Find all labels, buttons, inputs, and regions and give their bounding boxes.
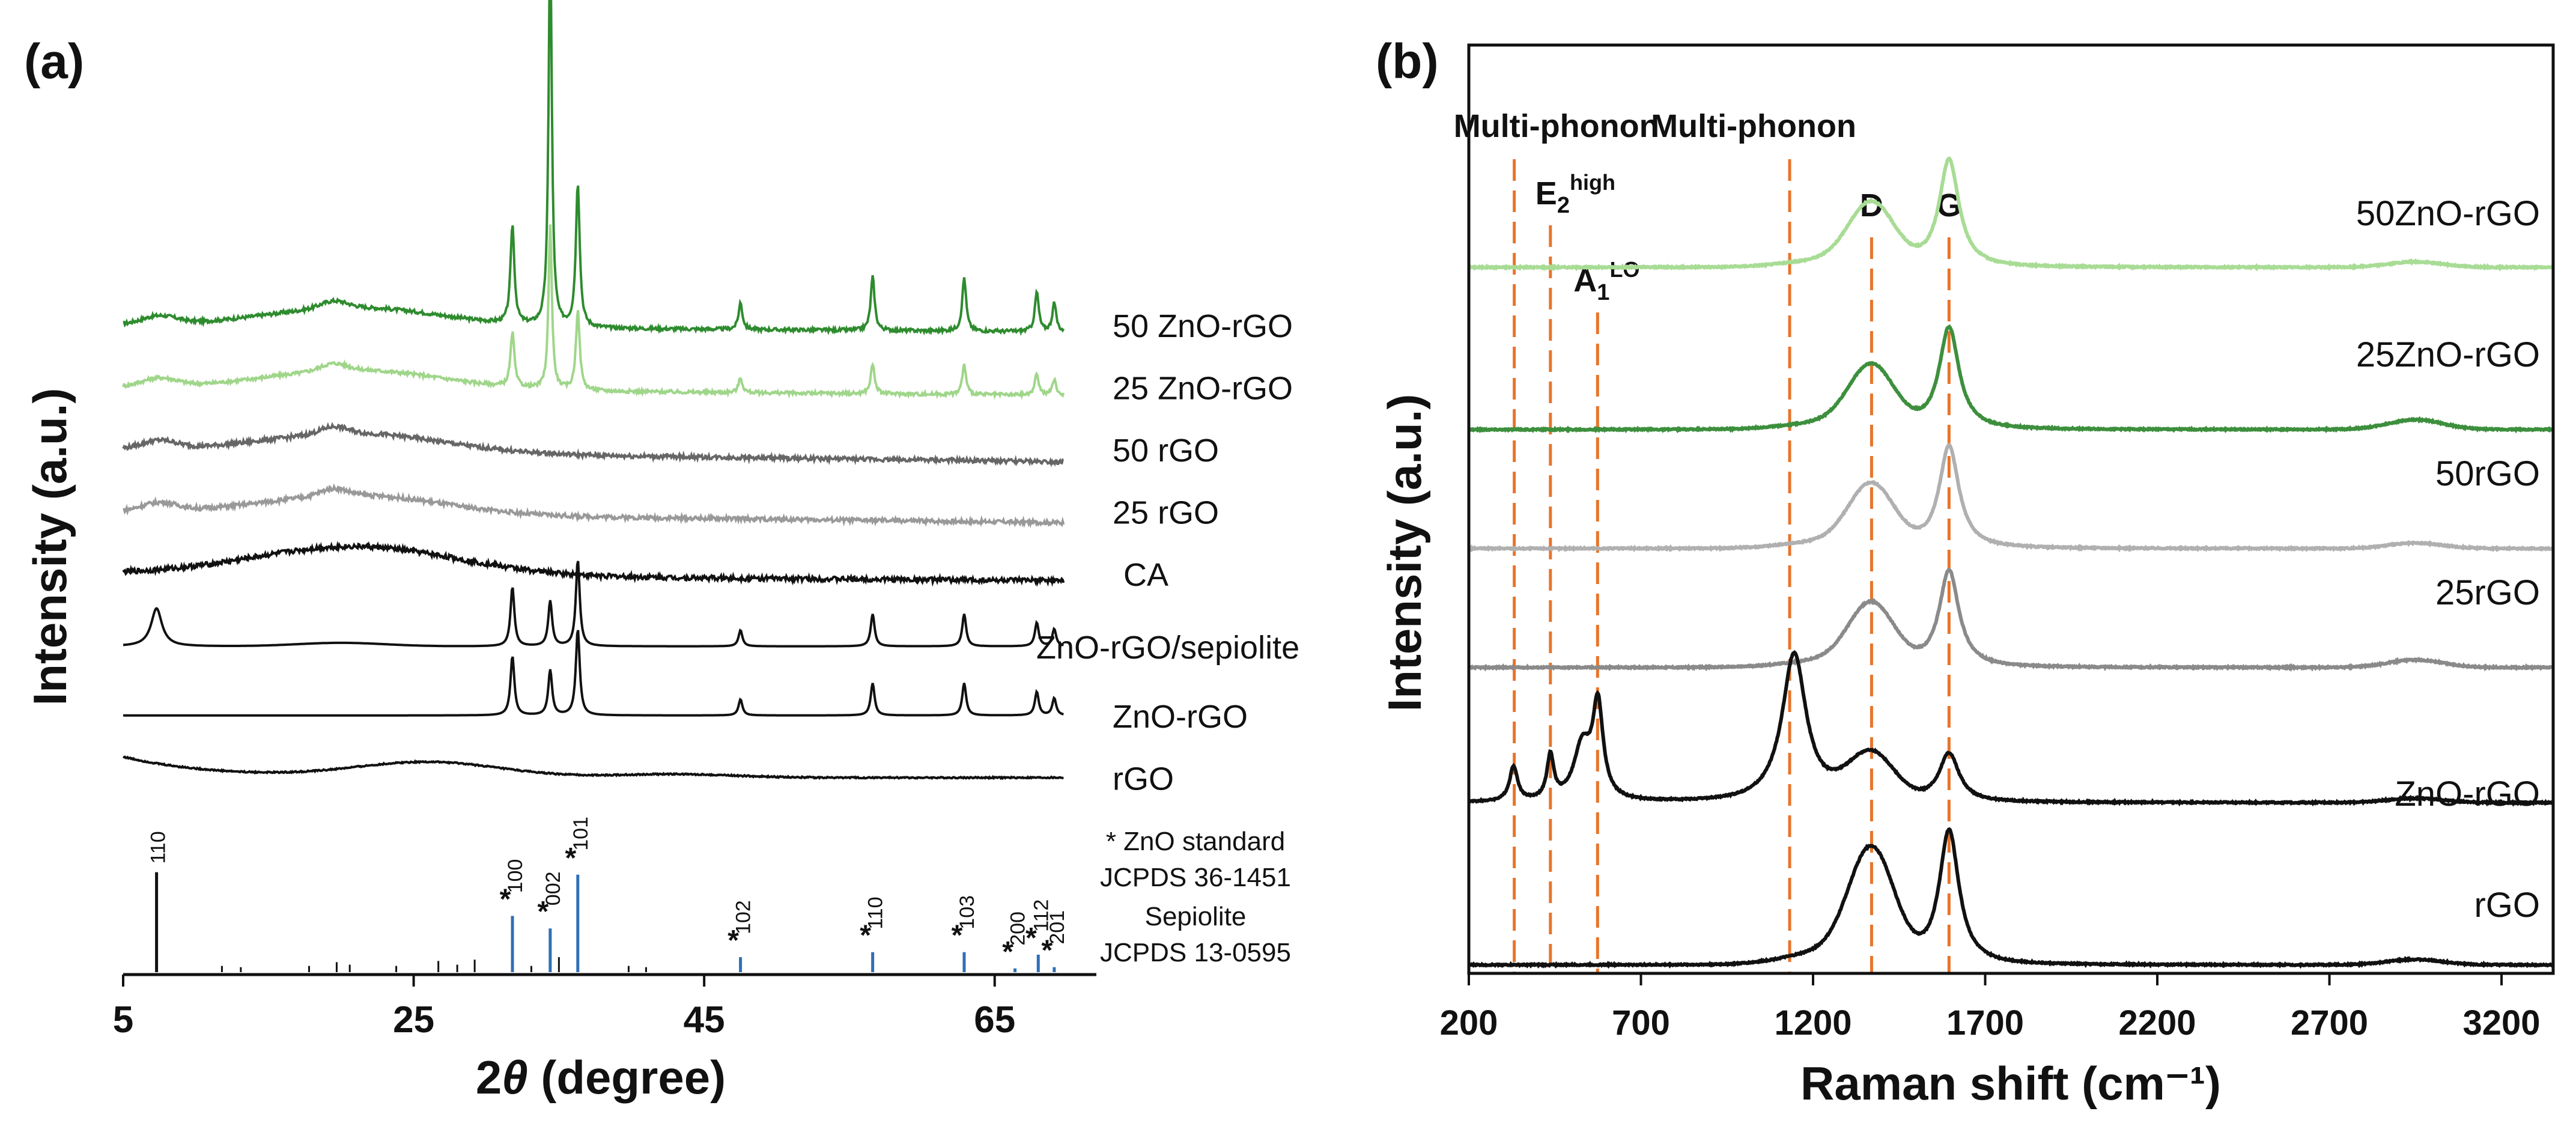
band-marker-label: Multi-phonon — [1651, 108, 1856, 144]
legend-note-zno-jcpds: JCPDS 36-1451 — [1100, 863, 1291, 892]
panel-a-xlabel-theta: θ — [502, 1051, 528, 1104]
trace-b-zno-rgo — [1468, 650, 2554, 807]
panel-a-label: (a) — [24, 34, 84, 89]
zno-ref-star: * — [565, 842, 576, 874]
zno-ref-hkl: 002 — [542, 871, 565, 905]
band-marker-label: A1LO — [1573, 257, 1639, 305]
a-tick-label: 45 — [684, 999, 725, 1041]
a-tick-label: 5 — [113, 999, 133, 1041]
zno-ref-star: * — [1002, 936, 1013, 968]
zno-ref-hkl: 112 — [1030, 899, 1053, 932]
zno-ref-star: * — [860, 920, 871, 952]
legend-note-sepiolite: Sepiolite — [1145, 902, 1247, 931]
zno-ref-hkl: 101 — [570, 817, 592, 851]
zno-ref-star: * — [728, 925, 739, 957]
zno-ref-hkl: 103 — [956, 895, 979, 930]
panel-a-ylabel: Intensity (a.u.) — [23, 388, 76, 706]
trace-a-zno-rgo — [123, 630, 1064, 717]
zno-ref-star: * — [1025, 922, 1037, 954]
b-tick-label: 200 — [1440, 1003, 1498, 1042]
panel-a-xlabel-suffix: (degree) — [528, 1051, 726, 1104]
trace-a-zno-rgo-sepiolite — [123, 561, 1064, 648]
panel-a-xlabel-prefix: 2 — [476, 1051, 502, 1104]
band-marker-label: Multi-phonon — [1454, 108, 1659, 144]
sepiolite-ref-hkl: 110 — [147, 831, 170, 863]
b-tick-label: 700 — [1612, 1003, 1670, 1042]
zno-ref-star: * — [952, 920, 963, 952]
series-label-b-0: 50ZnO-rGO — [2356, 194, 2540, 233]
series-label-b-4: ZnO-rGO — [2395, 774, 2540, 814]
trace-a-25-rgo — [123, 483, 1065, 529]
trace-b-50zno-rgo — [1468, 156, 2554, 272]
panel-b-label: (b) — [1376, 34, 1439, 89]
zno-ref-star: * — [500, 883, 511, 915]
trace-a-50-zno-rgo — [123, 0, 1065, 336]
series-label-b-1: 25ZnO-rGO — [2356, 335, 2540, 374]
panel-b-traces: 50ZnO-rGO 25ZnO-rGO 50rGO 25rGO ZnO-rGO rGO — [1467, 156, 2555, 969]
a-tick-label: 25 — [393, 999, 434, 1041]
b-tick-label: 1700 — [1946, 1003, 2024, 1042]
b-tick-label: 1200 — [1775, 1003, 1852, 1042]
panel-a-xlabel: 2θ (degree) — [476, 1051, 726, 1104]
panel-b-frame — [1467, 43, 2555, 975]
trace-b-rgo — [1468, 827, 2554, 969]
series-label-a-7: rGO — [1113, 761, 1174, 797]
trace-a-25-zno-rgo — [122, 224, 1065, 400]
b-tick-label: 2200 — [2119, 1003, 2196, 1042]
trace-b-50rgo — [1467, 442, 2554, 553]
b-tick-label: 3200 — [2463, 1003, 2541, 1042]
series-label-a-4: CA — [1123, 557, 1168, 593]
panel-b-x-ticks: 200 700 1200 1700 2200 2700 3200 — [1440, 973, 2541, 1042]
series-label-b-2: 50rGO — [2435, 454, 2540, 493]
panel-a-legend-notes: * ZnO standard JCPDS 36-1451 Sepiolite J… — [1100, 827, 1291, 967]
panel-a-reference-lines — [155, 872, 1056, 972]
trace-b-25zno-rgo — [1467, 324, 2555, 434]
trace-b-25rgo — [1468, 567, 2555, 672]
series-label-a-2: 50 rGO — [1113, 433, 1219, 469]
series-label-a-5: ZnO-rGO/sepiolite — [1036, 630, 1299, 666]
trace-a-ca — [122, 540, 1065, 587]
series-label-b-3: 25rGO — [2435, 573, 2540, 612]
zno-ref-hkl: 102 — [732, 900, 755, 934]
legend-note-zno: * ZnO standard — [1106, 827, 1285, 856]
series-label-a-1: 25 ZnO-rGO — [1113, 371, 1293, 407]
panel-a-reference-labels: 110*100*002*101*102*110*103*200*112*201 — [147, 817, 1069, 968]
trace-a-50-rgo — [122, 422, 1064, 467]
panel-b: (b) Intensity (a.u.) Multi-phonon E2high A… — [1376, 34, 2555, 1110]
panel-b-ylabel: Intensity (a.u.) — [1378, 394, 1431, 712]
zno-ref-hkl: 201 — [1046, 910, 1069, 945]
panel-a-traces: 50 ZnO-rGO 25 ZnO-rGO 50 rGO 25 rGO CA ZnO-rG… — [122, 0, 1299, 797]
series-label-a-0: 50 ZnO-rGO — [1113, 308, 1293, 344]
panel-b-xlabel: Raman shift (cm⁻¹) — [1800, 1057, 2221, 1110]
zno-ref-hkl: 110 — [864, 897, 887, 930]
band-marker-label: E2high — [1536, 170, 1615, 218]
zno-ref-hkl: 100 — [504, 859, 527, 893]
trace-a-rgo — [123, 755, 1064, 780]
series-label-b-5: rGO — [2474, 886, 2540, 925]
series-label-a-3: 25 rGO — [1113, 495, 1219, 531]
zno-ref-star: * — [1042, 935, 1053, 967]
a-tick-label: 65 — [974, 999, 1015, 1041]
series-label-a-6: ZnO-rGO — [1113, 699, 1248, 735]
panel-a-x-ticks: 5 25 45 65 — [113, 975, 1015, 1041]
zno-ref-star: * — [538, 896, 549, 928]
b-tick-label: 2700 — [2291, 1003, 2368, 1042]
legend-note-sepiolite-jcpds: JCPDS 13-0595 — [1100, 938, 1291, 967]
zno-ref-hkl: 200 — [1007, 911, 1030, 946]
